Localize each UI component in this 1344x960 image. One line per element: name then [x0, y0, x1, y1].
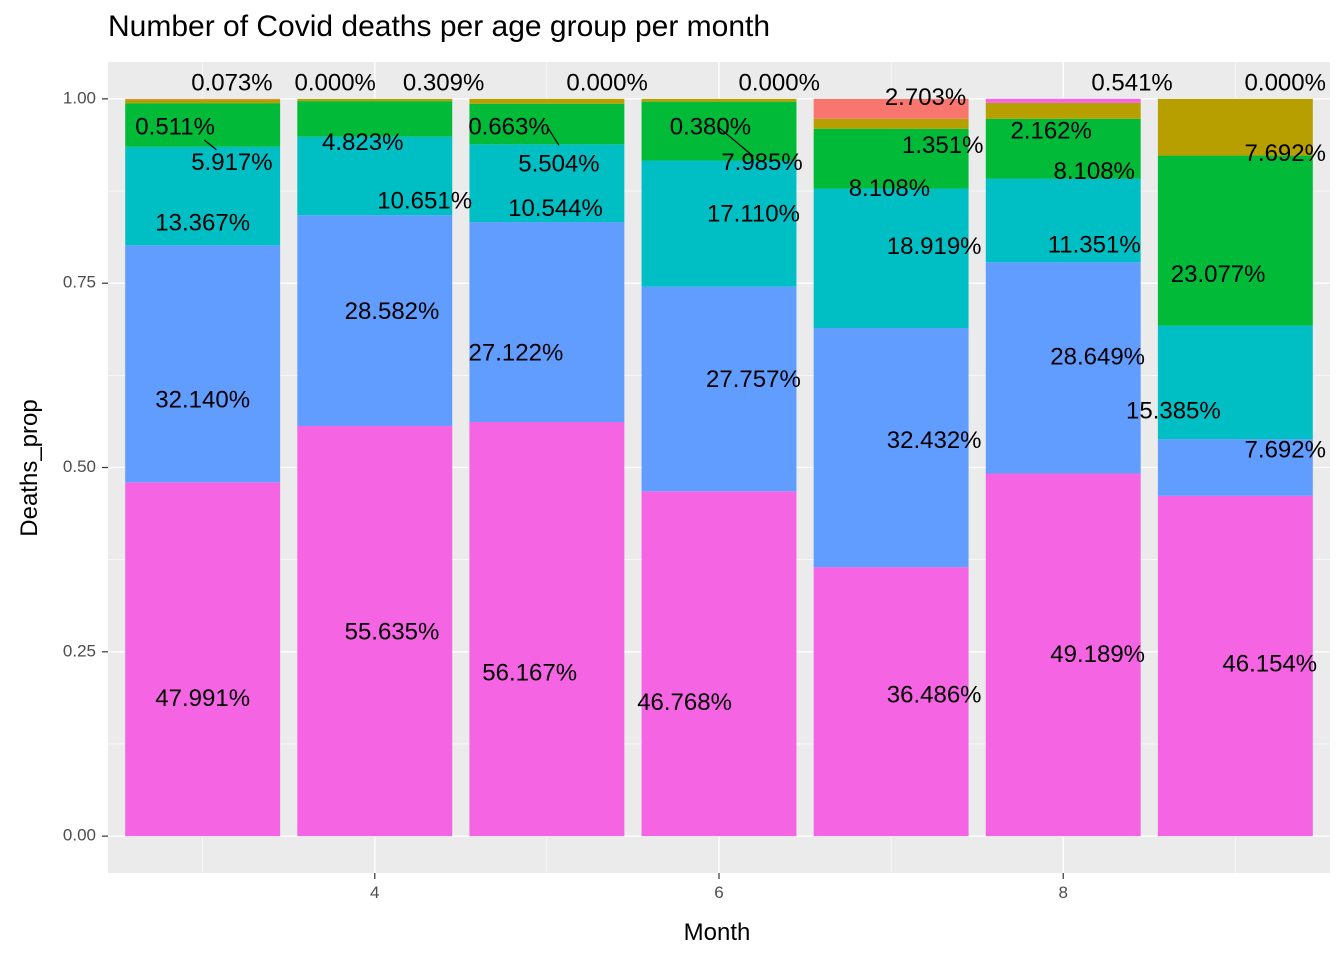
bar-segment	[985, 262, 1141, 474]
bar-segment	[125, 99, 281, 104]
bar-segment	[469, 98, 625, 104]
bar-segment	[641, 98, 797, 102]
bar-segment	[641, 160, 797, 287]
data-label: 0.541%	[1091, 69, 1172, 96]
y-tick-label: 0.50	[63, 457, 96, 476]
data-label: 46.154%	[1222, 650, 1317, 677]
data-label: 0.000%	[739, 69, 820, 96]
bars-layer	[125, 98, 1313, 837]
data-label: 17.110%	[707, 201, 800, 228]
bar-segment	[813, 188, 969, 329]
x-axis-title: Month	[684, 919, 751, 946]
data-label: 0.000%	[1245, 69, 1326, 96]
y-axis-title: Deaths_prop	[16, 399, 43, 536]
bar-segment	[125, 103, 281, 147]
data-label: 55.635%	[345, 619, 440, 646]
bar-segment	[813, 567, 969, 837]
bar-segment	[297, 101, 453, 137]
data-label: 36.486%	[887, 681, 982, 708]
data-label: 8.108%	[1054, 158, 1135, 185]
bar-segment	[469, 103, 625, 145]
leader-line	[546, 125, 560, 146]
bar-segment	[641, 286, 797, 492]
data-label: 7.692%	[1245, 437, 1326, 464]
bar-segment	[813, 128, 969, 189]
bar-segment	[297, 98, 453, 102]
bar-segment	[1157, 325, 1313, 440]
data-label: 28.649%	[1050, 344, 1145, 371]
data-label: 2.703%	[885, 84, 966, 111]
data-label: 15.385%	[1126, 398, 1221, 425]
y-tick-label: 1.00	[63, 88, 96, 107]
data-label: 11.351%	[1048, 232, 1141, 259]
data-label: 7.692%	[1245, 140, 1326, 167]
y-tick-label: 0.75	[63, 273, 96, 292]
y-tick-label: 0.00	[63, 826, 96, 845]
bar-segment	[813, 118, 969, 129]
bar-segment	[985, 98, 1141, 103]
data-label: 4.823%	[322, 129, 403, 156]
bar-segment	[985, 118, 1141, 179]
data-label: 27.757%	[706, 366, 801, 393]
bar-segment	[297, 136, 453, 216]
axes-layer: 0.00 0.25 0.50 0.75 1.00 4 6 8	[63, 88, 1068, 902]
data-label: 49.189%	[1050, 641, 1145, 668]
bar-segment	[297, 425, 453, 837]
data-label: 0.000%	[566, 69, 647, 96]
data-label: 0.511%	[135, 114, 215, 141]
data-label: 46.768%	[637, 689, 732, 716]
data-label: 23.077%	[1171, 261, 1266, 288]
chart-title: Number of Covid deaths per age group per…	[108, 10, 771, 43]
data-label: 13.367%	[155, 210, 250, 237]
data-label: 0.380%	[670, 114, 751, 141]
bar-segment	[641, 491, 797, 837]
bar-segment	[641, 101, 797, 161]
bar-segment	[469, 144, 625, 223]
bar-segment	[1157, 98, 1313, 156]
data-label: 10.651%	[377, 187, 472, 214]
data-label: 0.000%	[294, 69, 375, 96]
leader-line	[204, 139, 217, 151]
data-label: 32.432%	[887, 427, 982, 454]
x-tick-label: 6	[714, 883, 723, 902]
data-label: 5.504%	[518, 151, 599, 178]
data-label: 8.108%	[849, 175, 930, 202]
bar-segment	[469, 222, 625, 423]
bar-segment	[297, 215, 453, 426]
data-label: 0.663%	[468, 114, 549, 141]
bar-segment	[125, 98, 281, 100]
bar-segment	[813, 98, 969, 119]
bar-segment	[1157, 155, 1313, 326]
data-label: 0.073%	[191, 69, 272, 96]
x-tick-label: 8	[1058, 883, 1067, 902]
data-label: 47.991%	[155, 685, 250, 712]
bar-segment	[985, 102, 1141, 119]
x-tick-label: 4	[370, 883, 379, 902]
bar-segment	[125, 245, 281, 483]
bar-segment	[813, 328, 969, 568]
data-label: 56.167%	[482, 659, 577, 686]
data-label: 0.309%	[403, 69, 484, 96]
bar-segment	[125, 146, 281, 246]
data-label: 5.917%	[191, 149, 272, 176]
bar-segment	[125, 482, 281, 837]
bar-segment	[1157, 439, 1313, 496]
data-label: 18.919%	[887, 233, 982, 260]
bar-segment	[1157, 495, 1313, 837]
data-label: 7.985%	[721, 149, 802, 176]
data-label: 32.140%	[155, 386, 250, 413]
data-label: 27.122%	[469, 339, 564, 366]
bar-segment	[469, 422, 625, 837]
y-tick-label: 0.25	[63, 641, 96, 660]
leader-line	[716, 125, 754, 157]
bar-segment	[985, 178, 1141, 263]
bar-segment	[985, 473, 1141, 837]
data-label: 28.582%	[345, 298, 440, 325]
data-label: 10.544%	[508, 195, 603, 222]
data-label: 2.162%	[1010, 117, 1091, 144]
label-leader-lines	[204, 125, 754, 157]
data-label: 1.351%	[902, 132, 983, 159]
data-labels-layer: 47.991% 32.140% 13.367% 5.917% 0.511% 0.073% 5…	[135, 69, 1326, 715]
